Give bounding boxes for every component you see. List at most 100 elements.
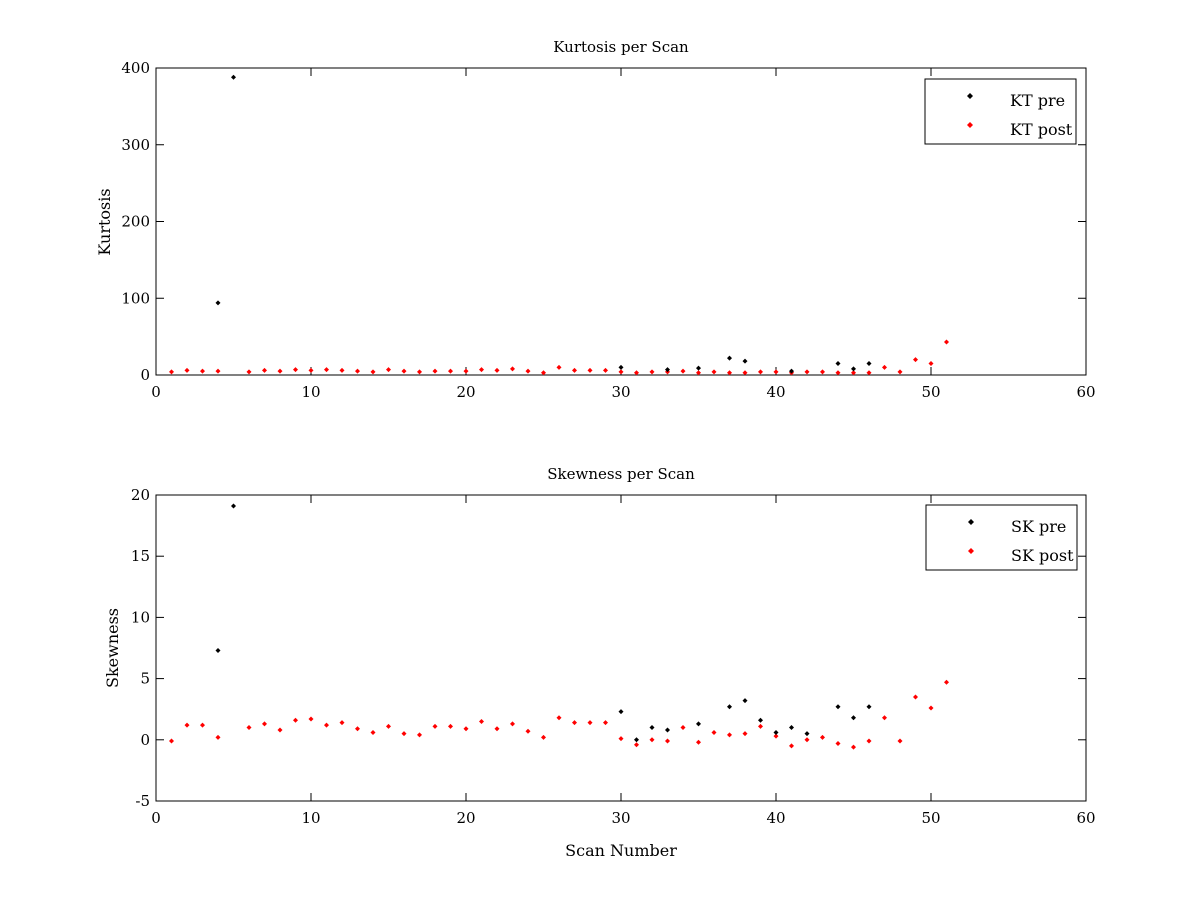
- skewness-point-post: [262, 721, 267, 727]
- skewness-point-post: [169, 738, 174, 744]
- skewness-point-post: [339, 720, 345, 726]
- kurtosis-y-tick-label: 400: [121, 59, 150, 77]
- skewness-y-tick-label: 15: [131, 547, 150, 565]
- skewness-point-post: [649, 737, 655, 743]
- kurtosis-y-tick-label: 0: [140, 366, 150, 384]
- skewness-point-pre: [773, 729, 779, 735]
- kurtosis-point-post: [587, 367, 593, 373]
- kurtosis-point-post: [556, 364, 562, 370]
- kurtosis-point-post: [820, 369, 825, 375]
- kurtosis-point-post: [246, 369, 252, 375]
- skewness-point-post: [432, 723, 438, 729]
- skewness-point-post: [804, 737, 810, 743]
- kurtosis-y-tick-label: 300: [121, 136, 150, 154]
- skewness-point-post: [866, 738, 872, 744]
- skewness-x-tick-label: 30: [611, 809, 630, 827]
- skewness-legend-box: [925, 504, 1078, 571]
- kurtosis-legend-label-post: KT post: [1010, 120, 1073, 139]
- skewness-point-post: [928, 705, 934, 711]
- kurtosis-x-tick-label: 10: [301, 383, 320, 401]
- skewness-point-post: [184, 722, 190, 728]
- kurtosis-point-post: [897, 369, 903, 375]
- skewness-point-post: [277, 727, 283, 733]
- skewness-point-post: [246, 725, 252, 731]
- kurtosis-point-post: [603, 367, 608, 373]
- kurtosis-point-post: [169, 369, 174, 375]
- skewness-point-post: [417, 732, 422, 738]
- kurtosis-point-post: [308, 367, 314, 373]
- skewness-point-post: [324, 722, 329, 728]
- kurtosis-point-pre: [866, 360, 872, 366]
- kurtosis-x-tick-label: 40: [766, 383, 785, 401]
- skewness-y-tick-label: 5: [140, 670, 150, 688]
- kurtosis-x-tick-label: 0: [151, 383, 161, 401]
- kurtosis-point-post: [758, 369, 763, 375]
- kurtosis-point-post: [262, 367, 267, 373]
- skewness-point-post: [634, 742, 639, 748]
- skewness-point-pre: [758, 717, 763, 723]
- kurtosis-point-post: [184, 367, 190, 373]
- skewness-chart-title: Skewness per Scan: [547, 465, 695, 483]
- kurtosis-point-post: [680, 368, 686, 374]
- skewness-y-axis-label: Skewness: [103, 608, 122, 688]
- kurtosis-point-post: [804, 369, 810, 375]
- kurtosis-x-tick-label: 20: [456, 383, 475, 401]
- skewness-data-points: [169, 503, 949, 750]
- skewness-point-post: [572, 720, 577, 726]
- skewness-legend-marker-pre: [968, 519, 974, 525]
- kurtosis-point-post: [432, 368, 438, 374]
- skewness-point-pre: [634, 737, 639, 743]
- skewness-point-post: [944, 679, 949, 685]
- skewness-legend-label-pre: SK pre: [1011, 517, 1066, 536]
- skewness-point-post: [556, 715, 562, 721]
- kurtosis-point-post: [634, 370, 639, 376]
- skewness-point-post: [773, 733, 779, 739]
- skewness-point-post: [355, 726, 360, 732]
- skewness-y-tick-label: 10: [131, 608, 150, 626]
- skewness-point-post: [525, 728, 531, 734]
- skewness-x-tick-label: 0: [151, 809, 161, 827]
- kurtosis-point-post: [277, 368, 283, 374]
- skewness-point-post: [696, 739, 701, 745]
- kurtosis-point-pre: [231, 74, 236, 80]
- kurtosis-point-post: [200, 368, 205, 374]
- kurtosis-point-post: [851, 370, 856, 376]
- skewness-point-post: [401, 731, 407, 737]
- kurtosis-legend-marker-post: [967, 122, 973, 128]
- skewness-point-post: [727, 732, 732, 738]
- skewness-point-post: [897, 738, 903, 744]
- kurtosis-point-post: [696, 370, 701, 376]
- skewness-point-post: [308, 716, 314, 722]
- skewness-point-post: [494, 726, 500, 732]
- kurtosis-point-post: [618, 369, 624, 375]
- skewness-point-post: [665, 738, 670, 744]
- kurtosis-point-pre: [696, 365, 701, 371]
- skewness-point-post: [510, 721, 515, 727]
- kurtosis-x-tick-label: 30: [611, 383, 630, 401]
- kurtosis-point-pre: [835, 360, 841, 366]
- skewness-y-tick-label: 20: [131, 486, 150, 504]
- kurtosis-point-pre: [618, 364, 624, 370]
- kurtosis-point-pre: [727, 355, 732, 361]
- skewness-point-pre: [696, 721, 701, 727]
- kurtosis-point-post: [944, 339, 949, 345]
- skewness-point-post: [587, 720, 593, 726]
- skewness-x-tick-label: 50: [921, 809, 940, 827]
- skewness-panel: Skewness per Scan Skewness Scan Number 0…: [103, 465, 1096, 860]
- skewness-point-pre: [618, 709, 624, 715]
- skewness-point-post: [618, 736, 624, 742]
- skewness-legend: SK pre SK post: [925, 504, 1078, 571]
- kurtosis-point-post: [525, 368, 531, 374]
- skewness-x-tick-label: 40: [766, 809, 785, 827]
- skewness-point-pre: [789, 725, 794, 731]
- kurtosis-point-post: [448, 368, 453, 374]
- kurtosis-point-post: [572, 367, 577, 373]
- kurtosis-point-post: [541, 370, 546, 376]
- skewness-point-post: [386, 723, 391, 729]
- kurtosis-point-pre: [742, 358, 748, 364]
- skewness-point-pre: [231, 503, 236, 509]
- kurtosis-point-post: [479, 367, 484, 373]
- kurtosis-data-points: [169, 74, 949, 376]
- skewness-point-post: [820, 734, 825, 740]
- skewness-point-post: [711, 729, 717, 735]
